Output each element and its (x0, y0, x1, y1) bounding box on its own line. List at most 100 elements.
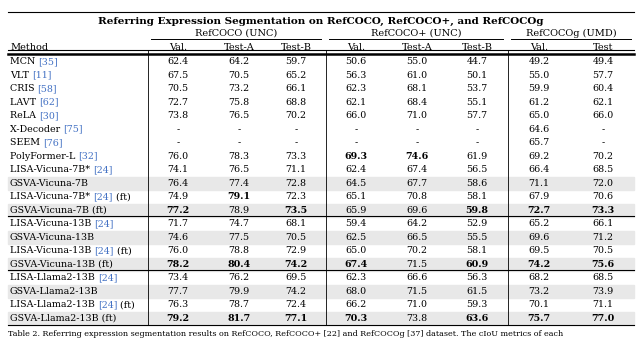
Text: 72.0: 72.0 (593, 179, 614, 188)
Text: 68.8: 68.8 (285, 98, 307, 107)
Text: 68.4: 68.4 (406, 98, 428, 107)
Text: 74.1: 74.1 (168, 165, 189, 174)
Text: 59.4: 59.4 (346, 219, 367, 228)
Text: 76.5: 76.5 (228, 111, 250, 120)
Text: 59.8: 59.8 (465, 206, 488, 215)
Text: 76.5: 76.5 (228, 165, 250, 174)
Text: 50.6: 50.6 (346, 57, 367, 66)
Text: 76.0: 76.0 (168, 246, 189, 255)
Text: LISA-Vicuna-7B*: LISA-Vicuna-7B* (10, 165, 93, 174)
Text: LAVT: LAVT (10, 98, 39, 107)
Text: 71.0: 71.0 (406, 111, 428, 120)
Text: RefCOCOg (UMD): RefCOCOg (UMD) (525, 29, 616, 37)
Text: Val.: Val. (169, 43, 187, 52)
Text: 65.9: 65.9 (346, 206, 367, 215)
Text: -: - (294, 138, 298, 147)
Text: 74.2: 74.2 (284, 260, 308, 269)
Text: 67.4: 67.4 (344, 260, 367, 269)
Text: 72.7: 72.7 (168, 98, 189, 107)
Text: 61.2: 61.2 (529, 98, 550, 107)
Text: 52.9: 52.9 (467, 219, 488, 228)
Text: 74.2: 74.2 (285, 287, 307, 296)
Text: [35]: [35] (38, 57, 58, 66)
Text: GSVA-Vicuna-13B (ft): GSVA-Vicuna-13B (ft) (10, 260, 113, 269)
Text: 50.1: 50.1 (467, 71, 488, 80)
Text: 78.2: 78.2 (166, 260, 189, 269)
Text: 76.4: 76.4 (168, 179, 189, 188)
Text: 60.9: 60.9 (465, 260, 488, 269)
Text: Val.: Val. (530, 43, 548, 52)
Bar (8, 284, 634, 298)
Text: 72.3: 72.3 (285, 192, 307, 201)
Text: 69.3: 69.3 (344, 152, 367, 161)
Text: 59.9: 59.9 (528, 84, 550, 93)
Text: Referring Expression Segmentation on RefCOCO, RefCOCO+, and RefCOCOg: Referring Expression Segmentation on Ref… (99, 17, 544, 25)
Text: 70.5: 70.5 (285, 233, 307, 242)
Text: [62]: [62] (39, 98, 59, 107)
Text: 68.5: 68.5 (593, 165, 614, 174)
Text: PolyFormer-L: PolyFormer-L (10, 152, 78, 161)
Text: Test-B: Test-B (461, 43, 493, 52)
Text: 74.6: 74.6 (405, 152, 429, 161)
Text: 71.7: 71.7 (168, 219, 189, 228)
Text: 70.5: 70.5 (593, 246, 614, 255)
Text: 62.4: 62.4 (346, 165, 367, 174)
Text: -: - (177, 125, 180, 134)
Text: -: - (415, 138, 419, 147)
Text: 80.4: 80.4 (227, 260, 251, 269)
Text: [24]: [24] (98, 300, 117, 309)
Text: [30]: [30] (39, 111, 59, 120)
Text: Val.: Val. (347, 43, 365, 52)
Text: 77.4: 77.4 (228, 179, 250, 188)
Text: Method: Method (10, 43, 48, 52)
Text: 44.7: 44.7 (467, 57, 488, 66)
Text: 67.4: 67.4 (406, 165, 428, 174)
Text: X-Decoder: X-Decoder (10, 125, 63, 134)
Text: 81.7: 81.7 (227, 314, 251, 323)
Text: 69.5: 69.5 (285, 273, 307, 282)
Text: [32]: [32] (78, 152, 98, 161)
Text: [76]: [76] (43, 138, 63, 147)
Text: 79.9: 79.9 (228, 287, 250, 296)
Text: 72.9: 72.9 (285, 246, 307, 255)
Text: 58.1: 58.1 (467, 246, 488, 255)
Text: 75.6: 75.6 (591, 260, 614, 269)
Text: Test-A: Test-A (223, 43, 254, 52)
Text: [24]: [24] (93, 192, 113, 201)
Text: 71.1: 71.1 (529, 179, 550, 188)
Text: Table 2. Referring expression segmentation results on RefCOCO, RefCOCO+ [22] and: Table 2. Referring expression segmentati… (8, 330, 563, 338)
Text: MCN: MCN (10, 57, 38, 66)
Text: 73.8: 73.8 (406, 314, 428, 323)
Bar (8, 230, 634, 244)
Text: 61.9: 61.9 (467, 152, 488, 161)
Text: 62.3: 62.3 (346, 273, 367, 282)
Text: 77.0: 77.0 (591, 314, 614, 323)
Text: CRIS: CRIS (10, 84, 38, 93)
Text: 77.7: 77.7 (168, 287, 189, 296)
Text: 62.1: 62.1 (346, 98, 367, 107)
Text: 66.5: 66.5 (406, 233, 428, 242)
Text: LISA-Llama2-13B: LISA-Llama2-13B (10, 300, 98, 309)
Text: 70.6: 70.6 (593, 192, 614, 201)
Text: 66.4: 66.4 (529, 165, 550, 174)
Text: GSVA-Llama2-13B: GSVA-Llama2-13B (10, 287, 99, 296)
Text: 68.2: 68.2 (529, 273, 550, 282)
Text: 64.5: 64.5 (346, 179, 367, 188)
Text: 74.9: 74.9 (168, 192, 189, 201)
Text: 60.4: 60.4 (593, 84, 614, 93)
Text: [24]: [24] (98, 273, 117, 282)
Text: 55.5: 55.5 (467, 233, 488, 242)
Text: 70.1: 70.1 (529, 300, 550, 309)
Text: 55.0: 55.0 (529, 71, 550, 80)
Text: 70.2: 70.2 (593, 152, 614, 161)
Bar (8, 258, 634, 271)
Text: 78.8: 78.8 (228, 246, 250, 255)
Text: (ft): (ft) (117, 300, 135, 309)
Text: 78.3: 78.3 (228, 152, 250, 161)
Text: -: - (177, 138, 180, 147)
Text: 57.7: 57.7 (467, 111, 488, 120)
Text: [24]: [24] (94, 219, 114, 228)
Bar (8, 204, 634, 217)
Text: 53.7: 53.7 (467, 84, 488, 93)
Text: GSVA-Vicuna-7B (ft): GSVA-Vicuna-7B (ft) (10, 206, 107, 215)
